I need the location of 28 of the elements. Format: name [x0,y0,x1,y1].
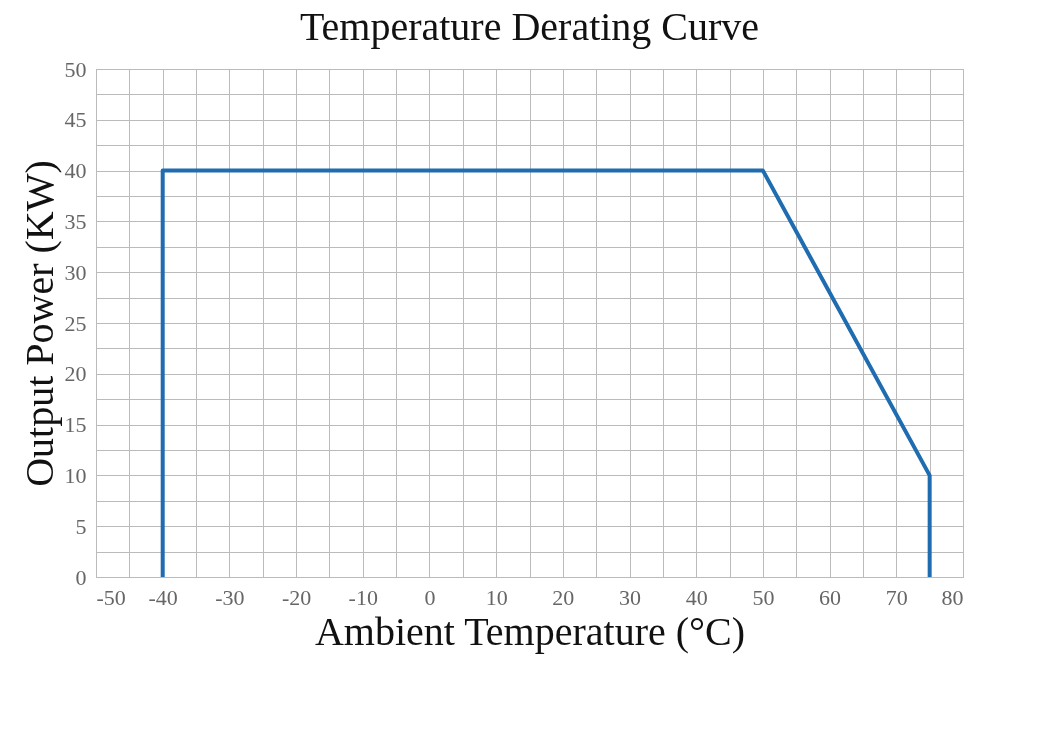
y-tick-label: 45 [64,107,87,133]
x-tick-label: 50 [752,584,775,610]
x-tick-label: 60 [819,584,842,610]
x-tick-label: -30 [215,584,245,610]
y-tick-label: 40 [64,158,87,184]
x-tick-label: 10 [485,584,508,610]
y-tick-label: 35 [64,208,87,234]
y-tick-label: 0 [75,564,87,590]
y-axis-title: Output Power (KW) [16,160,62,487]
y-tick-label: 20 [64,361,87,387]
chart-title: Temperature Derating Curve [299,4,760,49]
x-tick-label: -50 [96,584,126,610]
y-tick-label: 15 [64,412,87,438]
x-tick-label: 70 [885,584,908,610]
x-tick-label: 0 [424,584,436,610]
x-tick-label: -10 [348,584,378,610]
y-tick-label: 5 [75,513,87,539]
x-axis-title: Ambient Temperature (°C) [314,608,746,654]
y-tick-label: 30 [64,259,87,285]
x-tick-label: 30 [619,584,642,610]
x-tick-label: 40 [685,584,708,610]
x-tick-label: -20 [281,584,312,610]
x-tick-label: 20 [552,584,575,610]
x-tick-label: -40 [148,584,178,610]
y-tick-label: 25 [64,310,87,336]
y-tick-label: 50 [64,56,87,82]
x-tick-label: 80 [941,584,964,610]
y-tick-label: 10 [64,462,87,488]
